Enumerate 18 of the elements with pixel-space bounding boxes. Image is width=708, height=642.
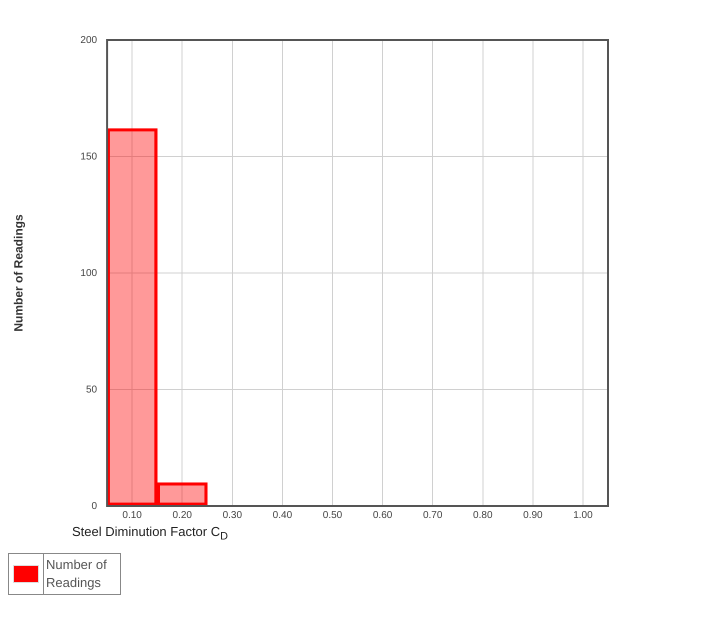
y-tick-label: 150 <box>80 151 98 162</box>
legend-label: Number of Readings <box>44 553 120 594</box>
x-tick-label: 0.20 <box>172 510 192 521</box>
x-tick-label: 0.90 <box>523 510 544 521</box>
y-tick-label: 50 <box>86 384 98 396</box>
x-tick-label: 0.30 <box>222 510 242 521</box>
y-tick-label: 0 <box>92 500 98 512</box>
y-axis-title: Number of Readings <box>12 214 26 332</box>
y-tick-label: 100 <box>80 268 98 279</box>
x-tick-label: 0.70 <box>422 510 443 521</box>
x-tick-label: 0.80 <box>473 510 493 521</box>
x-tick-label: 0.10 <box>122 510 142 521</box>
x-tick-label: 0.50 <box>322 510 343 521</box>
x-tick-label: 0.40 <box>272 510 293 521</box>
y-tick-label: 200 <box>80 34 98 46</box>
x-tick-label: 0.60 <box>372 510 393 521</box>
x-axis-title: Steel Diminution Factor C$_{D}$ <box>72 524 229 543</box>
x-tick-label: 1.00 <box>573 510 594 521</box>
